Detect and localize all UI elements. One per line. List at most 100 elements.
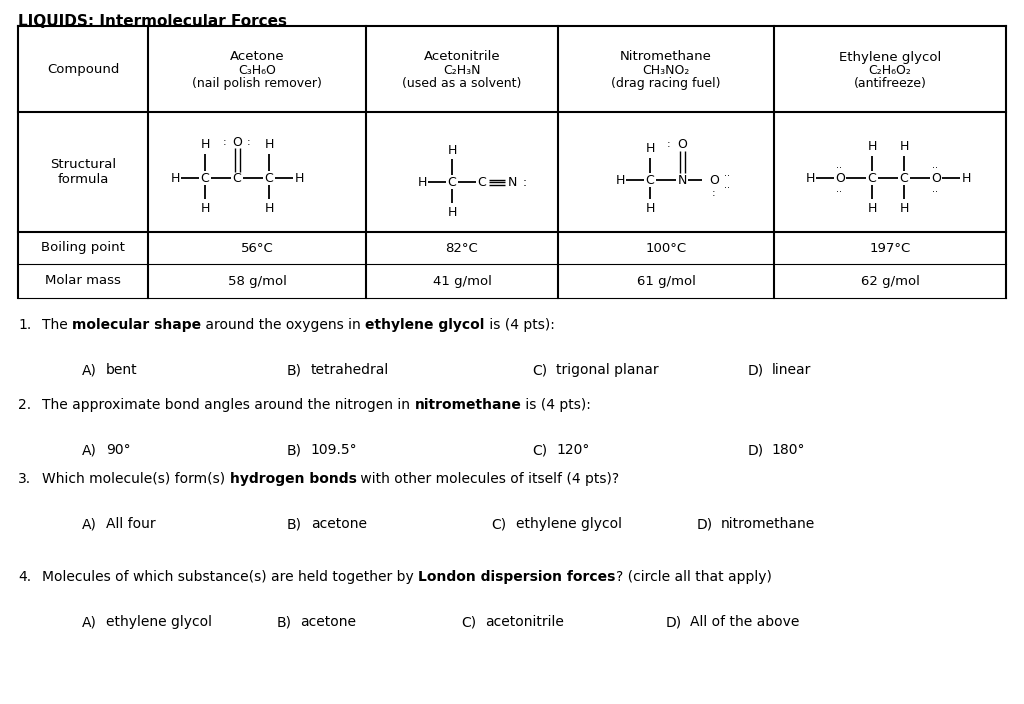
Text: Acetonitrile: Acetonitrile	[424, 51, 501, 63]
Text: 58 g/mol: 58 g/mol	[227, 275, 287, 287]
Text: LIQUIDS: Intermolecular Forces: LIQUIDS: Intermolecular Forces	[18, 14, 287, 29]
Text: :: :	[523, 175, 527, 189]
Text: CH₃NO₂: CH₃NO₂	[642, 63, 690, 77]
Text: H: H	[447, 144, 457, 156]
Text: Boiling point: Boiling point	[41, 241, 125, 255]
Text: H: H	[867, 139, 877, 153]
Text: ..: ..	[836, 160, 842, 170]
Text: C: C	[201, 172, 209, 184]
Text: All of the above: All of the above	[689, 615, 799, 629]
Text: H: H	[867, 201, 877, 215]
Text: O: O	[835, 172, 845, 184]
Text: C: C	[447, 175, 457, 189]
Text: H: H	[447, 206, 457, 218]
Text: D): D)	[666, 615, 682, 629]
Text: 197°C: 197°C	[869, 241, 910, 255]
Text: H: H	[899, 201, 908, 215]
Text: nitromethane: nitromethane	[415, 398, 521, 412]
Text: A): A)	[82, 363, 97, 377]
Text: 90°: 90°	[105, 443, 130, 457]
Text: 4.: 4.	[18, 570, 31, 584]
Text: O: O	[931, 172, 941, 184]
Text: 3.: 3.	[18, 472, 31, 486]
Text: is (4 pts):: is (4 pts):	[521, 398, 591, 412]
Text: 180°: 180°	[771, 443, 805, 457]
Text: ..: ..	[724, 180, 730, 190]
Text: C: C	[645, 173, 654, 187]
Text: ethylene glycol: ethylene glycol	[105, 615, 212, 629]
Text: D): D)	[696, 517, 713, 531]
Text: tetrahedral: tetrahedral	[310, 363, 389, 377]
Text: :: :	[247, 137, 251, 147]
Text: Structural
formula: Structural formula	[50, 158, 116, 186]
Text: 100°C: 100°C	[645, 241, 686, 255]
Text: B): B)	[287, 443, 302, 457]
Text: 56°C: 56°C	[241, 241, 273, 255]
Text: 61 g/mol: 61 g/mol	[637, 275, 695, 287]
Text: acetone: acetone	[300, 615, 356, 629]
Text: H: H	[805, 172, 815, 184]
Text: H: H	[645, 142, 654, 154]
Text: C): C)	[492, 517, 507, 531]
Text: 1.: 1.	[18, 318, 32, 332]
Text: ethylene glycol: ethylene glycol	[515, 517, 622, 531]
Text: ..: ..	[932, 184, 938, 194]
Text: N: N	[677, 173, 687, 187]
Text: A): A)	[82, 443, 97, 457]
Text: Which molecule(s) form(s): Which molecule(s) form(s)	[42, 472, 229, 486]
Text: H: H	[170, 172, 179, 184]
Text: ..: ..	[724, 168, 730, 178]
Text: The: The	[42, 318, 72, 332]
Text: acetone: acetone	[310, 517, 367, 531]
Text: bent: bent	[105, 363, 137, 377]
Text: C₃H₆O: C₃H₆O	[238, 63, 275, 77]
Text: (drag racing fuel): (drag racing fuel)	[611, 77, 721, 89]
Text: C): C)	[532, 443, 548, 457]
Text: 62 g/mol: 62 g/mol	[860, 275, 920, 287]
Text: H: H	[201, 201, 210, 215]
Text: H: H	[201, 137, 210, 151]
Text: :: :	[668, 139, 671, 149]
Text: B): B)	[287, 517, 302, 531]
Text: C): C)	[532, 363, 548, 377]
Text: A): A)	[82, 517, 97, 531]
Text: :: :	[712, 188, 716, 198]
Text: Molar mass: Molar mass	[45, 275, 121, 287]
Text: (used as a solvent): (used as a solvent)	[402, 77, 521, 89]
Text: C: C	[867, 172, 877, 184]
Text: ? (circle all that apply): ? (circle all that apply)	[615, 570, 771, 584]
Text: B): B)	[287, 363, 302, 377]
Text: Molecules of which substance(s) are held together by: Molecules of which substance(s) are held…	[42, 570, 418, 584]
Text: with other molecules of itself (4 pts)?: with other molecules of itself (4 pts)?	[356, 472, 620, 486]
Text: N: N	[507, 175, 517, 189]
Text: The approximate bond angles around the nitrogen in: The approximate bond angles around the n…	[42, 398, 415, 412]
Text: 109.5°: 109.5°	[310, 443, 357, 457]
Text: H: H	[418, 175, 427, 189]
Text: H: H	[294, 172, 304, 184]
Text: H: H	[264, 201, 273, 215]
Text: C: C	[232, 172, 242, 184]
Text: H: H	[962, 172, 971, 184]
Text: molecular shape: molecular shape	[72, 318, 202, 332]
Text: D): D)	[748, 443, 764, 457]
Text: London dispersion forces: London dispersion forces	[418, 570, 615, 584]
Text: C: C	[900, 172, 908, 184]
Text: Acetone: Acetone	[229, 51, 285, 63]
Text: H: H	[645, 201, 654, 215]
Text: ..: ..	[836, 184, 842, 194]
Text: hydrogen bonds: hydrogen bonds	[229, 472, 356, 486]
Text: C: C	[477, 175, 486, 189]
Text: C₂H₆O₂: C₂H₆O₂	[868, 63, 911, 77]
Text: C: C	[264, 172, 273, 184]
Text: is (4 pts):: is (4 pts):	[484, 318, 555, 332]
Text: D): D)	[748, 363, 764, 377]
Text: acetonitrile: acetonitrile	[484, 615, 563, 629]
Text: C): C)	[461, 615, 476, 629]
Text: ..: ..	[932, 160, 938, 170]
Text: linear: linear	[771, 363, 811, 377]
Text: 82°C: 82°C	[445, 241, 478, 255]
Text: ethylene glycol: ethylene glycol	[366, 318, 484, 332]
Text: C₂H₃N: C₂H₃N	[443, 63, 480, 77]
Text: 120°: 120°	[556, 443, 590, 457]
Text: H: H	[615, 173, 625, 187]
